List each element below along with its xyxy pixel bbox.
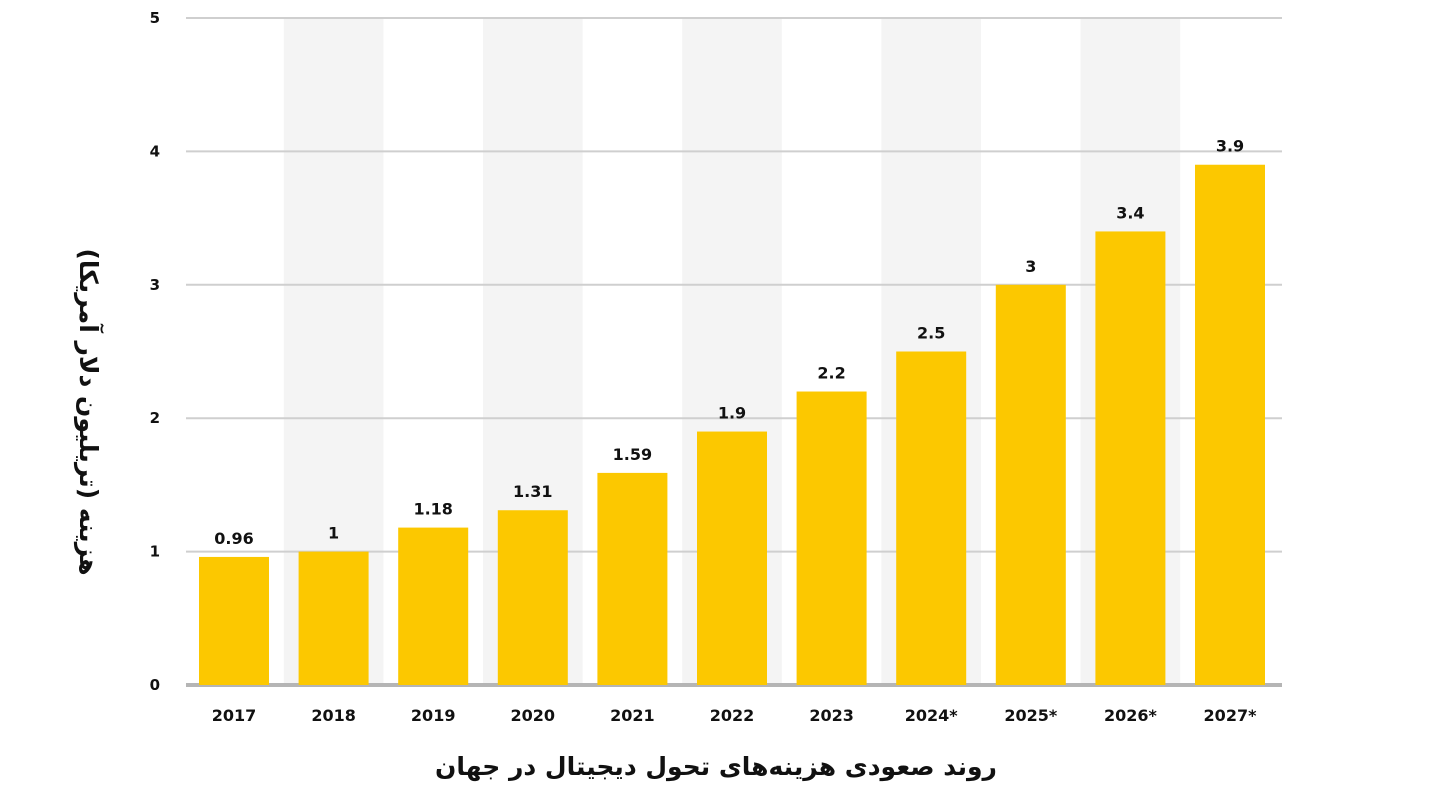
bar bbox=[199, 556, 269, 685]
bar bbox=[796, 391, 867, 685]
x-tick-label: 2024* bbox=[905, 706, 959, 725]
y-tick-label: 5 bbox=[150, 9, 160, 27]
data-label: 3 bbox=[1025, 257, 1036, 276]
x-tick-label: 2019 bbox=[411, 706, 456, 725]
data-label: 2.5 bbox=[917, 324, 945, 343]
bar bbox=[298, 551, 369, 685]
data-label: 3.4 bbox=[1116, 203, 1144, 222]
data-label: 1.9 bbox=[718, 404, 746, 423]
data-label: 1 bbox=[328, 524, 339, 543]
data-label: 3.9 bbox=[1216, 137, 1244, 156]
x-tick-label: 2020 bbox=[511, 706, 556, 725]
data-label: 1.31 bbox=[513, 482, 552, 501]
y-tick-label: 4 bbox=[150, 142, 160, 160]
bar bbox=[497, 510, 568, 685]
y-axis-ticks: 0 1 2 3 4 5 bbox=[150, 9, 160, 694]
x-tick-label: 2027* bbox=[1204, 706, 1258, 725]
data-label: 1.59 bbox=[613, 445, 652, 464]
y-tick-label: 2 bbox=[150, 409, 160, 427]
x-axis-title: روند صعودی هزینه‌های تحول دیجیتال در جها… bbox=[435, 752, 997, 782]
x-axis-ticks: 2017 2018 2019 2020 2021 2022 2023 2024* 2025* 20… bbox=[212, 706, 1257, 725]
bar bbox=[995, 284, 1066, 685]
x-tick-label: 2022 bbox=[710, 706, 755, 725]
y-tick-label: 3 bbox=[150, 276, 160, 294]
y-axis-title: هزینه (تریلیون دلار آمریکا) bbox=[73, 248, 104, 575]
bar bbox=[896, 351, 967, 685]
bar bbox=[398, 527, 469, 685]
data-label: 0.96 bbox=[214, 529, 253, 548]
data-label: 1.18 bbox=[413, 500, 452, 519]
x-tick-label: 2026* bbox=[1104, 706, 1158, 725]
data-label: 2.2 bbox=[817, 364, 845, 383]
bars: 0.96 1 1.18 1.31 1.59 1.9 2.2 2.5 3 3.4 3.9 bbox=[199, 137, 1265, 686]
bar bbox=[1095, 231, 1166, 685]
y-tick-label: 1 bbox=[150, 543, 160, 561]
x-tick-label: 2023 bbox=[809, 706, 854, 725]
x-tick-label: 2018 bbox=[311, 706, 356, 725]
x-tick-label: 2025* bbox=[1004, 706, 1058, 725]
bar bbox=[1195, 164, 1265, 686]
bar bbox=[597, 472, 668, 685]
x-tick-label: 2021 bbox=[610, 706, 655, 725]
y-tick-label: 0 bbox=[150, 676, 160, 694]
bar bbox=[697, 431, 767, 685]
x-tick-label: 2017 bbox=[212, 706, 257, 725]
